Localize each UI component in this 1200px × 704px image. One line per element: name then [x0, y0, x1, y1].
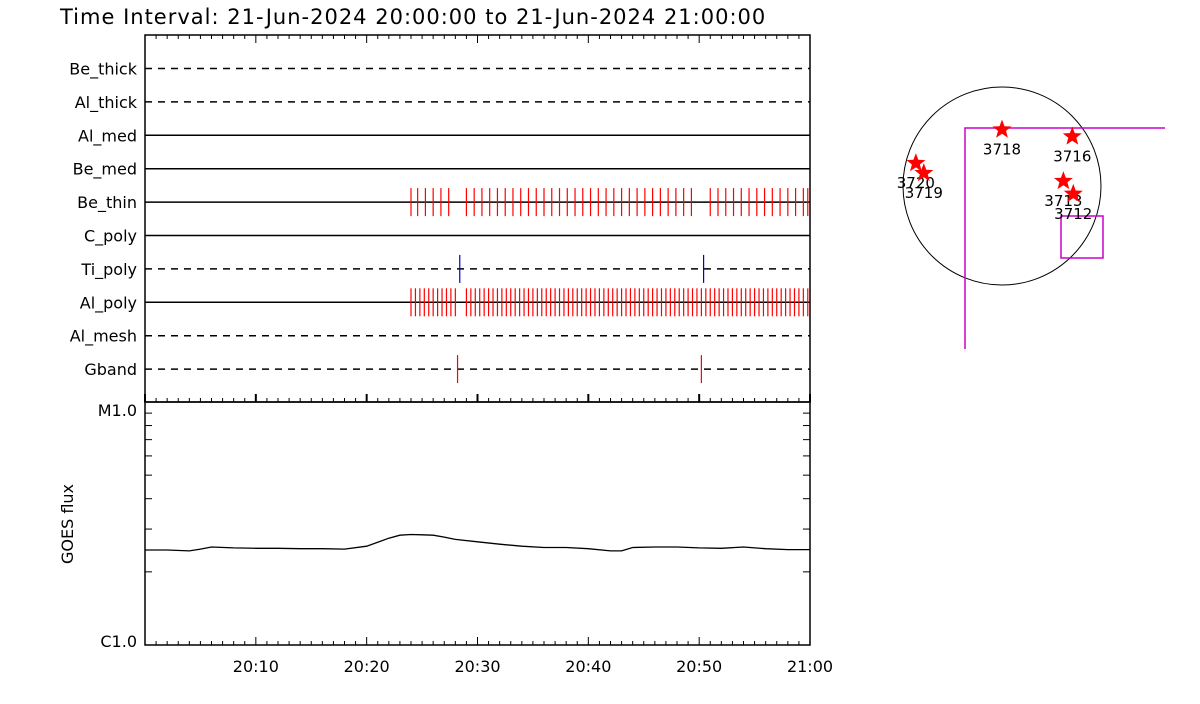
- region-label: 3716: [1053, 148, 1091, 166]
- goes-y-tick-label: C1.0: [100, 632, 137, 651]
- region-label: 3720: [897, 174, 935, 192]
- solar-disk-outline: [902, 86, 1102, 286]
- goes-flux-panel: 20:10 20:20 20:30 20:40 20:50 21:00 M1.0 C1.0 GO…: [58, 401, 833, 676]
- region-star-marker: [992, 119, 1012, 138]
- goes-x-tick-label: 20:20: [344, 657, 390, 676]
- fov-inner-box: [1060, 215, 1104, 259]
- channel-label: Be_thick: [69, 60, 137, 80]
- channel-be-thin: Be_thin: [77, 188, 810, 217]
- channel-label: Al_mesh: [70, 327, 137, 347]
- region-label: 3712: [1054, 205, 1092, 223]
- channel-al-mesh: Al_mesh: [70, 327, 810, 347]
- goes-y-axis-label: GOES flux: [58, 484, 77, 564]
- goes-x-tick-label: 20:10: [233, 657, 279, 676]
- goes-x-tick-label: 20:50: [676, 657, 722, 676]
- fov-outline: [964, 127, 1165, 349]
- region-star-marker: [1063, 183, 1083, 202]
- channel-label: Be_thin: [77, 193, 137, 213]
- channel-gband: Gband: [84, 355, 810, 384]
- region-star-marker: [1062, 126, 1082, 145]
- goes-y-tick-label: M1.0: [98, 401, 137, 420]
- channel-al-med: Al_med: [78, 126, 810, 146]
- channel-label: Be_med: [73, 160, 137, 180]
- channel-label: Al_poly: [80, 293, 137, 313]
- channel-label: C_poly: [84, 227, 137, 247]
- channel-ti-poly: Ti_poly: [80, 254, 810, 283]
- channel-label: Al_med: [78, 126, 137, 146]
- region-star-marker: [914, 163, 934, 182]
- region-star-marker: [906, 153, 926, 172]
- channel-label: Gband: [84, 360, 137, 379]
- goes-frame: [144, 401, 811, 646]
- channel-be-med: Be_med: [73, 160, 810, 180]
- goes-x-tick-label: 21:00: [787, 657, 833, 676]
- region-label: 3719: [905, 184, 943, 202]
- channel-al-poly: Al_poly: [80, 288, 810, 317]
- goes-flux-line: [145, 533, 810, 552]
- region-star-marker: [1053, 171, 1073, 190]
- timeline-frame: [144, 34, 811, 403]
- channel-be-thick: Be_thick: [69, 60, 810, 80]
- timeline-panel: Be_thick Al_thick Al_med Be_med Be_thin C_pol…: [69, 34, 811, 403]
- channel-label: Al_thick: [75, 93, 138, 113]
- channel-al-thick: Al_thick: [75, 93, 810, 113]
- channel-label: Ti_poly: [80, 260, 137, 280]
- channel-c-poly: C_poly: [84, 227, 810, 247]
- goes-x-tick-label: 20:30: [454, 657, 500, 676]
- chart-title: Time Interval: 21-Jun-2024 20:00:00 to 2…: [59, 5, 766, 29]
- region-label: 3718: [983, 141, 1021, 159]
- goes-x-tick-label: 20:40: [565, 657, 611, 676]
